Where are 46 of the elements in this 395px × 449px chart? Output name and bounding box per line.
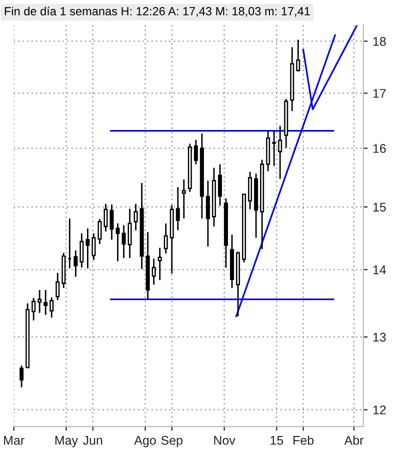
x-tick-label: Mar — [4, 436, 24, 445]
candlestick — [74, 250, 78, 278]
candlestick — [110, 204, 114, 240]
candlestick — [194, 139, 198, 165]
x-tick-label: May — [55, 436, 78, 448]
candlestick — [50, 296, 54, 318]
candlestick — [152, 258, 156, 286]
x-tick-label: Feb — [294, 436, 314, 445]
candlestick — [134, 203, 138, 231]
x-tick-label: Nov — [214, 436, 236, 445]
candlestick — [158, 247, 162, 281]
chart-title: Fin de día 1 semanas H: 12:26 A: 17,43 M: 18,03 m: 17,41 — [4, 6, 310, 17]
y-tick-label: 13 — [373, 332, 386, 342]
x-tick-label: Sep — [161, 436, 182, 448]
candlestick — [92, 232, 96, 261]
x-tick-label: 15 — [270, 436, 284, 445]
candlestick — [38, 289, 42, 314]
candlestick — [218, 164, 222, 206]
candlestick — [104, 203, 108, 232]
candlestick — [20, 364, 24, 388]
y-tick-label: 16 — [373, 144, 386, 153]
y-tick-label: 18 — [373, 37, 386, 46]
candlestick — [98, 218, 102, 245]
candlestick — [182, 178, 186, 220]
x-tick-label: Jun — [82, 436, 102, 445]
x-tick-label: Ago — [134, 436, 156, 448]
candlestick — [164, 222, 168, 254]
y-tick-label: 14 — [373, 266, 386, 274]
y-tick-label: 15 — [373, 202, 386, 212]
candlestick — [206, 180, 210, 248]
candlestick — [44, 289, 48, 316]
candlestick — [248, 171, 252, 210]
candlestick — [56, 272, 60, 301]
candlestick — [80, 232, 84, 268]
candlestick — [86, 228, 90, 270]
y-tick-label: 12 — [373, 406, 386, 414]
candlestick — [116, 222, 120, 262]
candlestick — [32, 297, 36, 322]
candlestick — [122, 224, 126, 259]
candlestick — [176, 186, 180, 231]
candlestick — [296, 39, 300, 72]
y-tick-label: 17 — [373, 89, 386, 98]
candlestick — [272, 130, 276, 167]
x-tick-label: Abr — [344, 436, 364, 445]
candlestick — [128, 208, 132, 259]
candlestick — [278, 125, 282, 180]
